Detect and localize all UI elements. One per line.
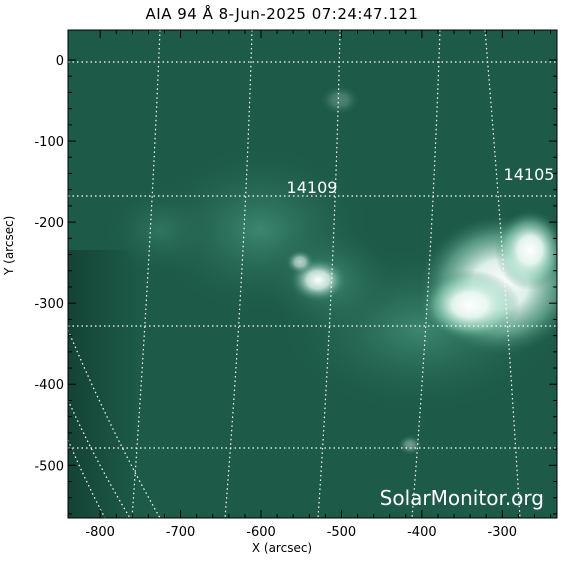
x-tick-label: -700: [166, 525, 196, 540]
region-label-14105: 14105: [504, 165, 555, 184]
x-tick-label: -500: [327, 525, 357, 540]
axis-ticks: -800 -700 -600 -500 -400 -300 0 -100 -200 -300 -40…: [34, 30, 557, 540]
region-label-14109: 14109: [287, 178, 338, 197]
y-tick-label: -200: [34, 216, 64, 231]
y-tick-label: -400: [34, 378, 64, 393]
y-tick-label: -300: [34, 297, 64, 312]
x-tick-label: -800: [85, 525, 115, 540]
y-axis-label: Y (arcsec): [2, 215, 16, 275]
emission-features: [68, 85, 557, 518]
x-tick-label: -400: [407, 525, 437, 540]
y-tick-label: -100: [34, 135, 64, 150]
y-tick-label: 0: [56, 54, 64, 69]
x-tick-label: -600: [246, 525, 276, 540]
y-tick-label: -500: [34, 459, 64, 474]
plot-frame: [67, 29, 558, 519]
watermark: SolarMonitor.org: [380, 486, 544, 510]
heliographic-grid: [68, 30, 557, 518]
x-tick-label: -300: [488, 525, 518, 540]
x-axis-label: X (arcsec): [251, 541, 313, 555]
image-title: AIA 94 Å 8-Jun-2025 07:24:47.121: [145, 5, 419, 23]
